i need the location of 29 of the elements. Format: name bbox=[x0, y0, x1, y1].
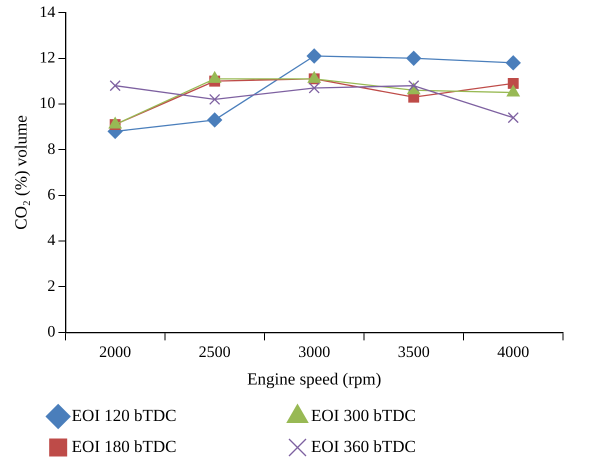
point bbox=[506, 85, 520, 97]
point bbox=[406, 50, 422, 66]
x-tick-label: 4000 bbox=[497, 344, 530, 362]
y-tick-label: 8 bbox=[47, 140, 56, 158]
x-tick-label: 3500 bbox=[398, 344, 430, 362]
legend-label: EOI 120 bTDC bbox=[72, 406, 279, 425]
y-tick-label: 14 bbox=[39, 4, 56, 21]
point bbox=[506, 55, 521, 70]
legend-label: EOI 180 bTDC bbox=[72, 436, 279, 456]
x-tick-label: 2000 bbox=[99, 344, 132, 362]
legend-label: EOI 360 bTDC bbox=[311, 436, 518, 456]
point bbox=[209, 94, 220, 106]
y-tick-label: 0 bbox=[47, 324, 56, 341]
y-tick-label: 6 bbox=[47, 186, 56, 204]
y-axis-title: CO₂ (%) volume bbox=[12, 115, 31, 230]
point bbox=[110, 80, 121, 92]
point bbox=[306, 48, 322, 64]
x-axis-title: Engine speed (rpm) bbox=[247, 369, 382, 388]
y-tick-label: 4 bbox=[47, 232, 56, 250]
legend-label: EOI 300 bTDC bbox=[311, 406, 518, 425]
point bbox=[308, 82, 320, 94]
x-tick-label: 3000 bbox=[298, 344, 330, 362]
y-tick-label: 12 bbox=[39, 49, 56, 66]
point bbox=[408, 80, 420, 92]
point bbox=[207, 112, 222, 128]
x-tick-label: 2500 bbox=[198, 344, 231, 362]
y-tick-label: 10 bbox=[39, 95, 56, 112]
point bbox=[508, 112, 519, 124]
y-tick-label: 2 bbox=[47, 278, 56, 295]
